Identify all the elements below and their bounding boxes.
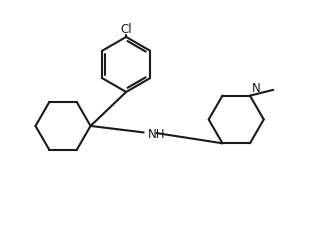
- Text: Cl: Cl: [120, 23, 132, 36]
- Text: NH: NH: [148, 127, 165, 140]
- Text: N: N: [251, 82, 260, 95]
